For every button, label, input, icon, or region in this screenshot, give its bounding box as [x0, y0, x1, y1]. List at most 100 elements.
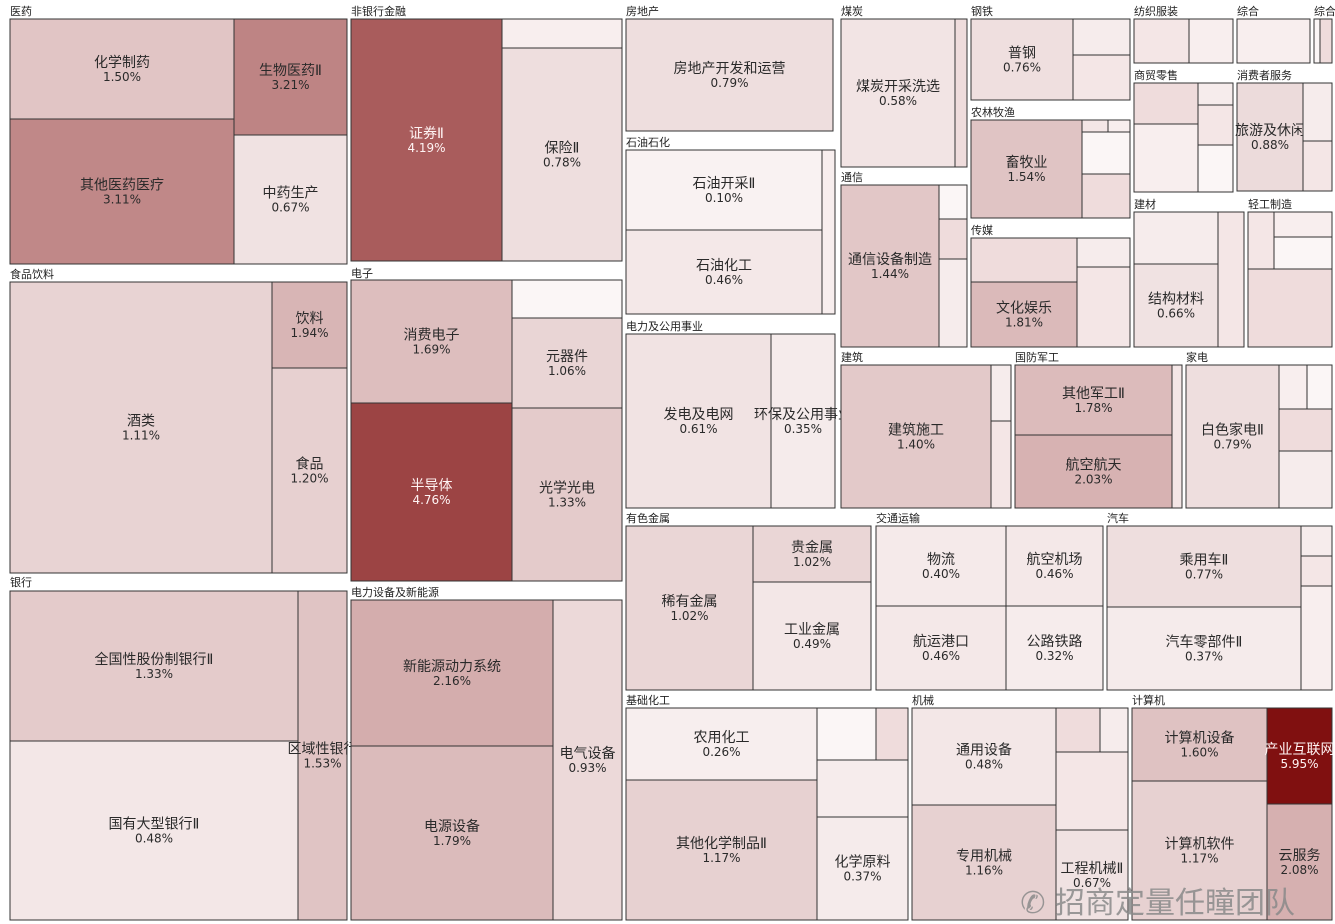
treemap-cell-unlabeled: [954, 18, 968, 168]
cell-value-label: 2.03%: [1074, 473, 1112, 487]
treemap-cell-unlabeled: [1278, 364, 1308, 410]
cell-value-label: 0.67%: [271, 201, 309, 215]
cell-name-label: 产业互联网: [1265, 742, 1335, 758]
treemap-cell-unlabeled: [1072, 54, 1131, 101]
cell-name-label: 光学光电: [539, 481, 595, 497]
cell-value-label: 0.79%: [710, 76, 748, 90]
cell-name-label: 通信设备制造: [848, 251, 932, 268]
cell-value-label: 0.46%: [1035, 567, 1073, 581]
sector-label: 商贸零售: [1134, 68, 1178, 82]
cell-name-label: 全国性股份制银行Ⅱ: [95, 651, 214, 668]
treemap-cell-unlabeled: [1236, 18, 1311, 64]
cell-name-label: 计算机软件: [1165, 837, 1235, 853]
treemap-cell: [1131, 707, 1268, 782]
treemap-cell-unlabeled: [1081, 119, 1109, 133]
treemap-cell-unlabeled: [1107, 119, 1131, 133]
treemap-cell: [511, 407, 623, 582]
sector-header: [1235, 67, 1332, 83]
cell-value-label: 1.53%: [303, 757, 341, 771]
sector-label: 基础化工: [626, 693, 670, 707]
treemap-cell-unlabeled: [875, 707, 909, 761]
treemap-cell-unlabeled: [1319, 18, 1333, 64]
cell-value-label: 1.54%: [1007, 170, 1045, 184]
sector-header: [624, 692, 908, 708]
cell-value-label: 0.77%: [1185, 568, 1223, 582]
cell-value-label: 4.76%: [412, 493, 450, 507]
cell-value-label: 1.78%: [1074, 401, 1112, 415]
cell-value-label: 1.81%: [1005, 316, 1043, 330]
sector-header: [8, 3, 347, 19]
treemap-cell: [1185, 364, 1280, 509]
treemap-cell-unlabeled: [816, 707, 877, 761]
treemap-cell-unlabeled: [1278, 450, 1333, 509]
cell-value-label: 0.49%: [793, 637, 831, 651]
cell-value-label: 1.16%: [965, 864, 1003, 878]
treemap-cell-unlabeled: [1300, 555, 1333, 587]
sector-header: [1184, 349, 1332, 365]
cell-name-label: 建筑施工: [888, 423, 944, 439]
sector-header: [8, 574, 347, 590]
sector-group: 综合: [1312, 3, 1335, 64]
cell-value-label: 3.11%: [103, 193, 141, 207]
treemap-cell: [233, 18, 348, 136]
treemap-cell: [625, 707, 818, 781]
sector-header: [624, 3, 835, 19]
treemap-cell-unlabeled: [1197, 82, 1234, 106]
cell-value-label: 1.60%: [1180, 746, 1218, 760]
treemap-cell: [840, 184, 940, 348]
cell-value-label: 2.16%: [433, 674, 471, 688]
cell-value-label: 0.48%: [965, 758, 1003, 772]
cell-value-label: 0.35%: [784, 422, 822, 436]
treemap-cell: [625, 333, 772, 509]
treemap-cell: [970, 18, 1074, 101]
cell-value-label: 1.79%: [433, 834, 471, 848]
sector-header: [624, 134, 835, 150]
treemap-cell-unlabeled: [1302, 82, 1333, 142]
treemap-cell: [625, 229, 823, 315]
treemap-cell: [1266, 707, 1333, 805]
treemap-cell: [9, 18, 235, 120]
cell-name-label: 其他军工Ⅱ: [1062, 386, 1125, 402]
treemap-cell-unlabeled: [821, 149, 836, 315]
sector-label: 电力及公用事业: [626, 320, 703, 333]
treemap-cell: [271, 367, 348, 574]
sector-header: [1132, 196, 1244, 212]
treemap-cell: [1005, 605, 1104, 691]
cell-value-label: 0.76%: [1003, 61, 1041, 75]
cell-value-label: 1.40%: [897, 438, 935, 452]
sector-label: 医药: [10, 5, 32, 18]
treemap-cell-unlabeled: [1133, 18, 1190, 64]
cell-name-label: 消费电子: [404, 328, 460, 344]
cell-name-label: 稀有金属: [662, 594, 718, 610]
sector-header: [1132, 3, 1233, 19]
sector-header: [839, 349, 1011, 365]
sector-label: 电子: [351, 267, 373, 280]
cell-name-label: 专用机械: [956, 849, 1012, 865]
treemap-cell: [350, 745, 554, 921]
cell-name-label: 房地产开发和运营: [674, 61, 786, 77]
sector-label: 食品饮料: [10, 267, 54, 281]
treemap-cell: [9, 281, 273, 574]
sector-label: 综合: [1237, 4, 1259, 18]
treemap-cell-unlabeled: [970, 237, 1078, 283]
sector-label: 机械: [912, 693, 934, 707]
treemap-cell-unlabeled: [1273, 211, 1333, 238]
treemap-cell-unlabeled: [1081, 131, 1131, 175]
cell-value-label: 1.44%: [871, 267, 909, 281]
sector-label: 建筑: [841, 350, 863, 364]
cell-name-label: 农用化工: [694, 730, 750, 746]
cell-name-label: 国有大型银行Ⅱ: [109, 817, 200, 833]
treemap-cell-unlabeled: [1197, 104, 1234, 146]
cell-name-label: 乘用车Ⅱ: [1180, 552, 1229, 569]
